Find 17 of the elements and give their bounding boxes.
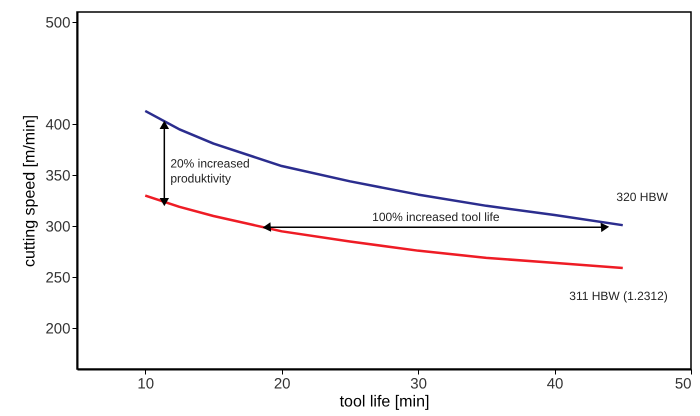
- y-tick-label: 500: [45, 14, 70, 32]
- x-tick-label: 30: [410, 376, 427, 392]
- y-tick-label: 400: [45, 116, 70, 134]
- x-tick-label: 20: [274, 376, 291, 392]
- annotation: 100% increased tool life: [372, 210, 500, 224]
- x-tick-label: 10: [137, 376, 154, 392]
- x-tick-label: 40: [546, 376, 564, 392]
- y-tick-label: 300: [45, 218, 70, 236]
- series-label: 320 HBW: [616, 190, 668, 204]
- x-axis-title: tool life [min]: [340, 394, 430, 410]
- y-tick-label: 350: [45, 168, 70, 185]
- y-tick-label: 200: [45, 320, 70, 338]
- annotation: 20% increased produktivity: [170, 156, 250, 186]
- y-tick-label: 250: [45, 270, 70, 287]
- y-axis-title: cutting speed [m/min]: [21, 114, 38, 268]
- text: 311 HBW (1.2312): [569, 289, 668, 304]
- x-tick-label: 50: [674, 376, 692, 392]
